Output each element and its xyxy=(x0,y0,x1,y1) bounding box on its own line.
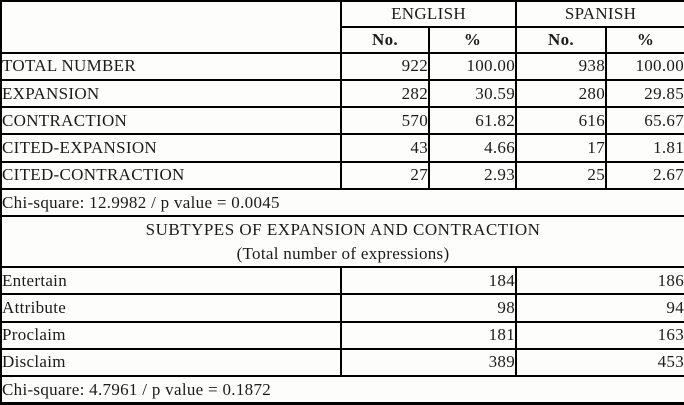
spanish-no-value: 25 xyxy=(515,160,608,191)
english-pct-value: 61.82 xyxy=(427,106,518,136)
subtype-label: Attribute xyxy=(0,293,342,323)
subtype-row: Attribute 98 94 xyxy=(0,293,684,323)
english-no-value: 43 xyxy=(340,133,430,163)
table-row: CONTRACTION 570 61.82 616 65.67 xyxy=(0,106,684,136)
chi-square-subtypes-text: Chi-square: 4.7961 / p value = 0.1872 xyxy=(0,375,684,405)
subtypes-subtitle: (Total number of expressions) xyxy=(236,243,450,263)
spanish-pct-header: % xyxy=(605,26,684,54)
chi-square-subtypes-row: Chi-square: 4.7961 / p value = 0.1872 xyxy=(0,375,684,405)
spanish-no-value: 280 xyxy=(515,78,608,109)
subtype-spanish-value: 163 xyxy=(515,320,684,350)
chi-square-main-row: Chi-square: 12.9982 / p value = 0.0045 xyxy=(0,188,684,218)
english-group-header: ENGLISH xyxy=(339,0,518,29)
spanish-pct-value: 1.81 xyxy=(605,133,684,163)
subtype-row: Entertain 184 186 xyxy=(0,265,684,296)
row-label: TOTAL NUMBER xyxy=(0,51,342,81)
spanish-no-header: No. xyxy=(515,26,608,54)
spanish-pct-value: 29.85 xyxy=(605,78,684,109)
spanish-group-header: SPANISH xyxy=(515,0,684,29)
subtype-row: Disclaim 389 453 xyxy=(0,347,684,378)
english-pct-value: 4.66 xyxy=(427,133,518,163)
subtype-label: Proclaim xyxy=(0,320,342,350)
english-no-value: 570 xyxy=(340,106,430,136)
corner-empty-cell xyxy=(0,0,342,54)
header-sub-row: No. % No. % xyxy=(1,26,684,54)
spanish-pct-value: 2.67 xyxy=(605,160,684,191)
subtype-spanish-value: 186 xyxy=(515,265,684,296)
chi-square-main-text: Chi-square: 12.9982 / p value = 0.0045 xyxy=(0,188,684,218)
english-no-value: 922 xyxy=(340,51,430,81)
english-pct-value: 100.00 xyxy=(427,51,518,81)
subtype-english-value: 98 xyxy=(339,293,518,323)
subtype-spanish-value: 94 xyxy=(515,293,684,323)
subtype-spanish-value: 453 xyxy=(515,347,684,378)
header-group-row: ENGLISH SPANISH xyxy=(0,0,684,54)
table-row: EXPANSION 282 30.59 280 29.85 xyxy=(0,78,684,109)
english-no-value: 282 xyxy=(340,78,430,109)
english-pct-header: % xyxy=(427,26,518,54)
subtype-row: Proclaim 181 163 xyxy=(0,320,684,350)
spanish-pct-value: 65.67 xyxy=(605,106,684,136)
spanish-pct-value: 100.00 xyxy=(605,51,684,81)
subtypes-heading-cell: SUBTYPES OF EXPANSION AND CONTRACTION (T… xyxy=(0,215,684,268)
subtype-english-value: 389 xyxy=(339,347,518,378)
row-label: EXPANSION xyxy=(0,78,342,109)
table-row: CITED-EXPANSION 43 4.66 17 1.81 xyxy=(0,133,684,163)
spanish-no-value: 938 xyxy=(515,51,608,81)
spanish-no-value: 17 xyxy=(515,133,608,163)
row-label: CITED-EXPANSION xyxy=(0,133,342,163)
table-row: CITED-CONTRACTION 27 2.93 25 2.67 xyxy=(0,160,684,191)
subtype-english-value: 184 xyxy=(339,265,518,296)
subtypes-heading-row: SUBTYPES OF EXPANSION AND CONTRACTION (T… xyxy=(0,215,684,268)
row-label: CITED-CONTRACTION xyxy=(0,160,342,191)
table-row: TOTAL NUMBER 922 100.00 938 100.00 xyxy=(0,51,684,81)
english-no-header: No. xyxy=(340,26,430,54)
english-pct-value: 30.59 xyxy=(427,78,518,109)
row-label: CONTRACTION xyxy=(0,106,342,136)
spanish-no-value: 616 xyxy=(515,106,608,136)
subtypes-title: SUBTYPES OF EXPANSION AND CONTRACTION xyxy=(145,219,541,239)
english-no-value: 27 xyxy=(340,160,430,191)
subtype-english-value: 181 xyxy=(339,320,518,350)
english-pct-value: 2.93 xyxy=(427,160,518,191)
subtype-label: Disclaim xyxy=(0,347,342,378)
subtype-label: Entertain xyxy=(0,265,342,296)
